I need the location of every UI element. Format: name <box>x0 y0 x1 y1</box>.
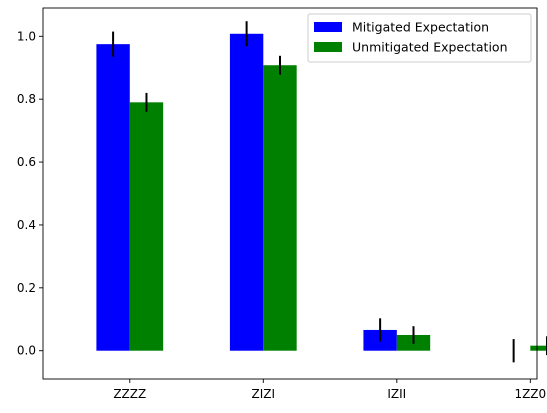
legend-label-unmitigated: Unmitigated Expectation <box>352 40 508 55</box>
y-tick-label: 0.0 <box>17 344 36 358</box>
x-tick-label: ZIZI <box>252 387 276 401</box>
y-axis: 0.0 0.2 0.4 0.6 0.8 1.0 <box>17 29 43 358</box>
bar-unmitigated-1zz0 <box>530 345 547 351</box>
bars-layer <box>96 33 547 351</box>
bar-unmitigated-zzzz <box>129 102 164 351</box>
legend-box <box>307 13 532 63</box>
x-axis: ZZZZ ZIZI IZII 1ZZ0 <box>113 379 546 401</box>
legend-label-mitigated: Mitigated Expectation <box>352 20 489 35</box>
x-tick-label: 1ZZ0 <box>514 387 546 401</box>
y-tick-label: 0.4 <box>17 218 36 232</box>
y-tick-label: 0.8 <box>17 92 36 106</box>
axes-frame <box>42 7 538 380</box>
legend-swatch-mitigated <box>314 22 342 32</box>
legend-swatch-unmitigated <box>314 42 342 52</box>
error-bars-layer <box>112 21 547 363</box>
bar-mitigated-zzzz <box>96 44 130 351</box>
y-tick-label: 0.2 <box>17 281 36 295</box>
x-tick-label: IZII <box>387 387 406 401</box>
y-tick-label: 0.6 <box>17 155 36 169</box>
bar-mitigated-zizi <box>229 33 264 351</box>
y-tick-label: 1.0 <box>17 29 36 43</box>
legend: Mitigated Expectation Unmitigated Expect… <box>307 13 532 63</box>
bar-unmitigated-zizi <box>263 65 297 351</box>
x-tick-label: ZZZZ <box>113 387 146 401</box>
